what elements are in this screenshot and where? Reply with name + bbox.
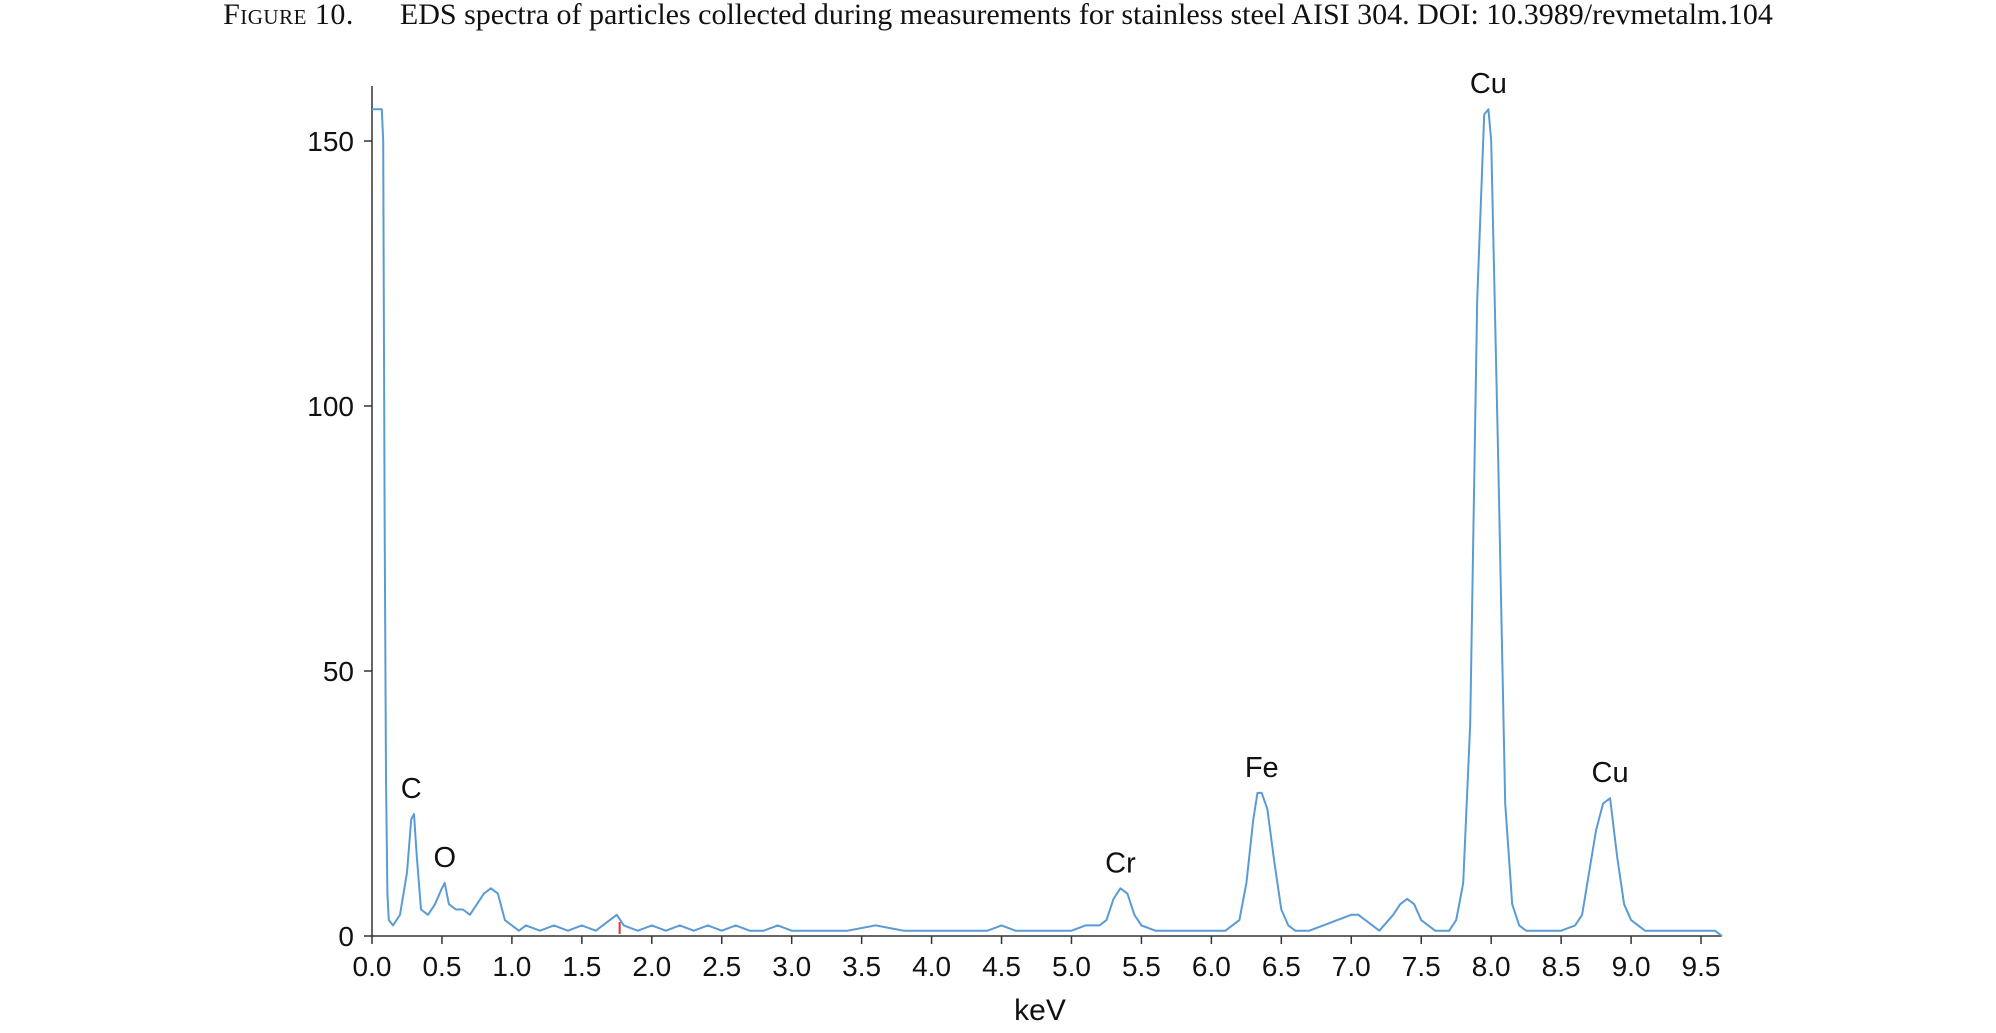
peak-label: Cr	[1105, 847, 1136, 879]
x-axis-title: keV	[1014, 994, 1066, 1027]
x-tick-label: 3.5	[842, 951, 881, 982]
x-tick-label: 4.5	[982, 951, 1021, 982]
x-tick-label: 1.5	[562, 951, 601, 982]
x-tick-label: 3.0	[772, 951, 811, 982]
x-tick-label: 9.5	[1682, 951, 1721, 982]
y-tick-label: 100	[307, 391, 354, 422]
peak-label: Cu	[1470, 68, 1507, 100]
x-tick-label: 8.5	[1542, 951, 1581, 982]
figure-caption: Figure 10. EDS spectra of particles colle…	[0, 0, 1996, 60]
figure-caption-text: EDS spectra of particles collected durin…	[399, 0, 1773, 31]
x-tick-label: 5.0	[1052, 951, 1091, 982]
x-tick-label: 6.5	[1262, 951, 1301, 982]
x-tick-label: 6.0	[1192, 951, 1231, 982]
spectrum-line	[372, 108, 1723, 937]
peak-label: O	[433, 842, 456, 874]
peak-label: C	[401, 773, 422, 805]
x-tick-label: 2.0	[632, 951, 671, 982]
y-tick-label: 150	[307, 126, 354, 157]
peak-annotations: C O Cr Fe Cu Cu	[401, 68, 1629, 879]
plot-area	[372, 108, 1723, 937]
peak-label: Fe	[1245, 752, 1279, 784]
x-tick-label: 5.5	[1122, 951, 1161, 982]
x-axis-ticks: 0.0 0.5 1.0 1.5 2.0 2.5 3.0 3.5 4.0 4.5 5.0 5.5 6.0 6…	[353, 936, 1721, 982]
x-tick-label: 4.0	[912, 951, 951, 982]
x-tick-label: 9.0	[1612, 951, 1651, 982]
x-tick-label: 0.5	[422, 951, 461, 982]
axes	[371, 86, 1722, 937]
x-tick-label: 8.0	[1472, 951, 1511, 982]
y-axis-ticks: 0 50 100 150	[307, 126, 372, 952]
y-tick-label: 0	[338, 921, 354, 952]
peak-label: Cu	[1592, 757, 1629, 789]
x-tick-label: 2.5	[702, 951, 741, 982]
x-tick-label: 7.5	[1402, 951, 1441, 982]
y-tick-label: 50	[323, 656, 354, 687]
x-tick-label: 1.0	[492, 951, 531, 982]
figure-label: Figure 10.	[223, 0, 354, 31]
x-tick-label: 7.0	[1332, 951, 1371, 982]
x-tick-label: 0.0	[353, 951, 392, 982]
